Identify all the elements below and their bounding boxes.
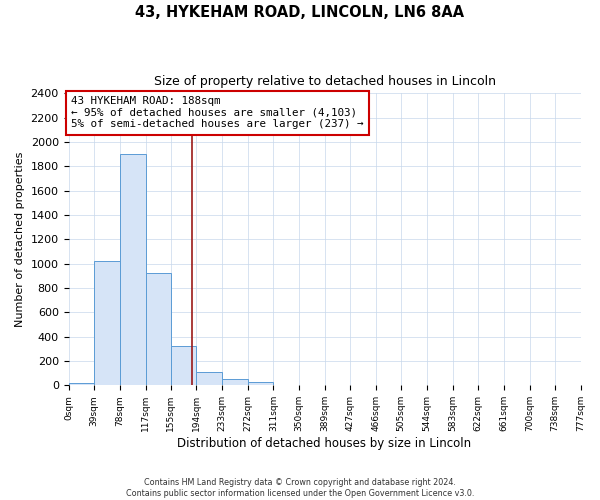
Bar (248, 382, 274, 386)
Text: Contains HM Land Registry data © Crown copyright and database right 2024.
Contai: Contains HM Land Registry data © Crown c… (126, 478, 474, 498)
Bar (94, 261, 120, 386)
Text: 43 HYKEHAM ROAD: 188sqm
← 95% of detached houses are smaller (4,103)
5% of semi-: 43 HYKEHAM ROAD: 188sqm ← 95% of detache… (71, 96, 364, 130)
Bar (68, 383, 94, 386)
Bar (170, 346, 196, 386)
Y-axis label: Number of detached properties: Number of detached properties (15, 152, 25, 327)
Bar (196, 372, 222, 386)
X-axis label: Distribution of detached houses by size in Lincoln: Distribution of detached houses by size … (178, 437, 472, 450)
Bar (222, 378, 248, 386)
Bar (120, 154, 146, 386)
Bar (146, 274, 170, 386)
Title: Size of property relative to detached houses in Lincoln: Size of property relative to detached ho… (154, 75, 496, 88)
Text: 43, HYKEHAM ROAD, LINCOLN, LN6 8AA: 43, HYKEHAM ROAD, LINCOLN, LN6 8AA (136, 5, 464, 20)
